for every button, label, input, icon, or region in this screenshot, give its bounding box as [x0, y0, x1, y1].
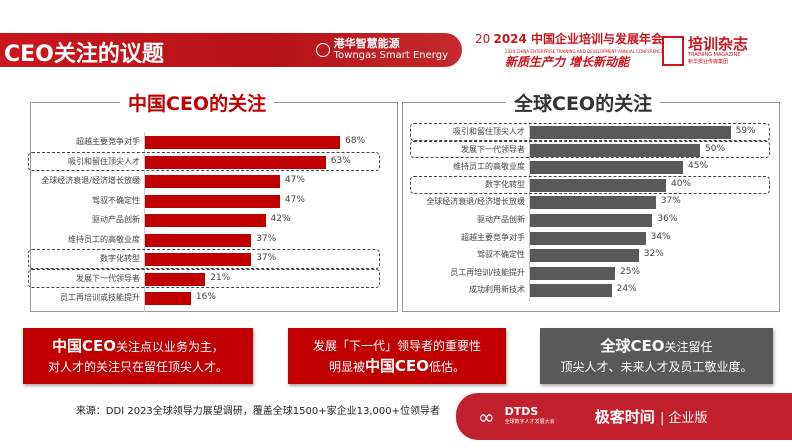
- china-ceo-panel: [30, 102, 398, 312]
- bar: [530, 126, 731, 139]
- category-label: 数字化转型: [100, 254, 140, 263]
- page-title: CEO关注的议题: [4, 42, 164, 67]
- category-label: 驾驭不确定性: [477, 250, 525, 260]
- bar: [145, 233, 252, 247]
- value-label: 42%: [270, 214, 291, 224]
- highlight-box: [28, 268, 380, 289]
- bar: [145, 292, 191, 305]
- value-label: 24%: [616, 284, 637, 295]
- bar: [145, 272, 206, 286]
- global-ceo-panel: [402, 102, 780, 312]
- value-label: 32%: [643, 249, 664, 260]
- bar: [145, 136, 341, 149]
- flame-icon: [315, 43, 330, 57]
- value-label: 50%: [705, 143, 726, 154]
- value-label: 47%: [284, 175, 305, 185]
- value-label: 34%: [650, 231, 671, 242]
- note-china: 中国CEO关注点以业务为主， 对人才的关注只在留任顶尖人才。: [23, 328, 253, 384]
- category-label: 驱动产品创新: [92, 215, 140, 224]
- category-label: 超越主要竞争对手: [461, 232, 525, 242]
- magazine-emblem-icon: [662, 36, 684, 66]
- bar: [530, 214, 653, 227]
- bar: [530, 249, 639, 263]
- value-label: 16%: [195, 292, 216, 302]
- bar: [530, 231, 646, 245]
- category-label: 发展下一代领导者: [461, 144, 525, 154]
- value-label: 59%: [735, 126, 756, 136]
- bar: [530, 143, 700, 157]
- bar: [530, 196, 656, 210]
- value-label: 40%: [671, 178, 692, 189]
- value-label: 63%: [330, 155, 351, 166]
- bar: [530, 161, 683, 175]
- bar: [145, 194, 280, 208]
- bar: [530, 178, 666, 192]
- highlight-box: [410, 176, 770, 194]
- conference-logo: 20 2024 中国企业培训与发展年会 2024 CHINA ENTERPRIS…: [475, 32, 664, 69]
- geektime-logo: 极客时间 | 企业版: [594, 408, 708, 426]
- category-label: 吸引和留住顶尖人才: [68, 156, 140, 166]
- highlight-box: [28, 249, 380, 269]
- value-label: 68%: [345, 136, 366, 146]
- axis-line: [529, 122, 530, 302]
- bar: [530, 266, 615, 280]
- category-label: 驱动产品创新: [477, 215, 525, 224]
- category-label: 维持员工的高敬业度: [453, 162, 525, 172]
- category-label: 驾驭不确定性: [92, 195, 140, 205]
- global-chart-title: 全球CEO的关注: [506, 89, 661, 116]
- value-label: 37%: [256, 253, 277, 263]
- value-label: 37%: [660, 196, 681, 207]
- source-note: 来源：DDI 2023全球领导力展望调研，覆盖全球1500+家企业13,000+…: [75, 406, 440, 417]
- highlight-box: [410, 123, 770, 141]
- value-label: 45%: [688, 161, 709, 172]
- value-label: 21%: [210, 272, 231, 283]
- value-label: 47%: [284, 194, 305, 205]
- axis-line: [144, 132, 145, 312]
- highlight-box: [410, 140, 770, 159]
- bar: [145, 253, 252, 266]
- value-label: 37%: [256, 233, 277, 244]
- china-chart-title: 中国CEO的关注: [120, 89, 275, 116]
- note-next-gen: 发展「下一代」领导者的重要性 明显被中国CEO低估。: [288, 328, 506, 384]
- category-label: 成功利用新技术: [469, 285, 525, 295]
- category-label: 全球经济衰退/经济增长放缓: [426, 197, 525, 207]
- footer-banner: ∞ DTDS 全球数字人才发展大会 极客时间 | 企业版: [456, 393, 792, 440]
- infinity-icon: ∞: [478, 404, 495, 429]
- category-label: 员工再培训或技能提升: [60, 293, 140, 302]
- category-label: 数字化转型: [485, 179, 525, 189]
- value-label: 36%: [657, 214, 678, 224]
- sponsor-logo: 港华智慧能源 Towngas Smart Energy: [315, 38, 448, 62]
- value-label: 25%: [620, 266, 641, 277]
- category-label: 发展下一代领导者: [76, 273, 140, 283]
- bar: [145, 155, 326, 169]
- highlight-box: [28, 151, 380, 172]
- magazine-logo: 培训杂志 TRAINING MAGAZINE 新华报业传媒集团: [662, 36, 748, 66]
- title-banner: CEO关注的议题 港华智慧能源 Towngas Smart Energy: [0, 33, 462, 67]
- category-label: 维持员工的高敬业度: [68, 234, 140, 244]
- category-label: 超越主要竞争对手: [76, 137, 140, 146]
- bar: [145, 214, 266, 227]
- category-label: 全球经济衰退/经济增长放缓: [41, 176, 140, 185]
- bar: [530, 284, 612, 298]
- category-label: 吸引和留住顶尖人才: [453, 127, 525, 136]
- category-label: 员工再培训/技能提升: [450, 267, 525, 277]
- note-global: 全球CEO关注留任 顶尖人才、未来人才及员工敬业度。: [540, 328, 773, 384]
- bar: [145, 175, 280, 188]
